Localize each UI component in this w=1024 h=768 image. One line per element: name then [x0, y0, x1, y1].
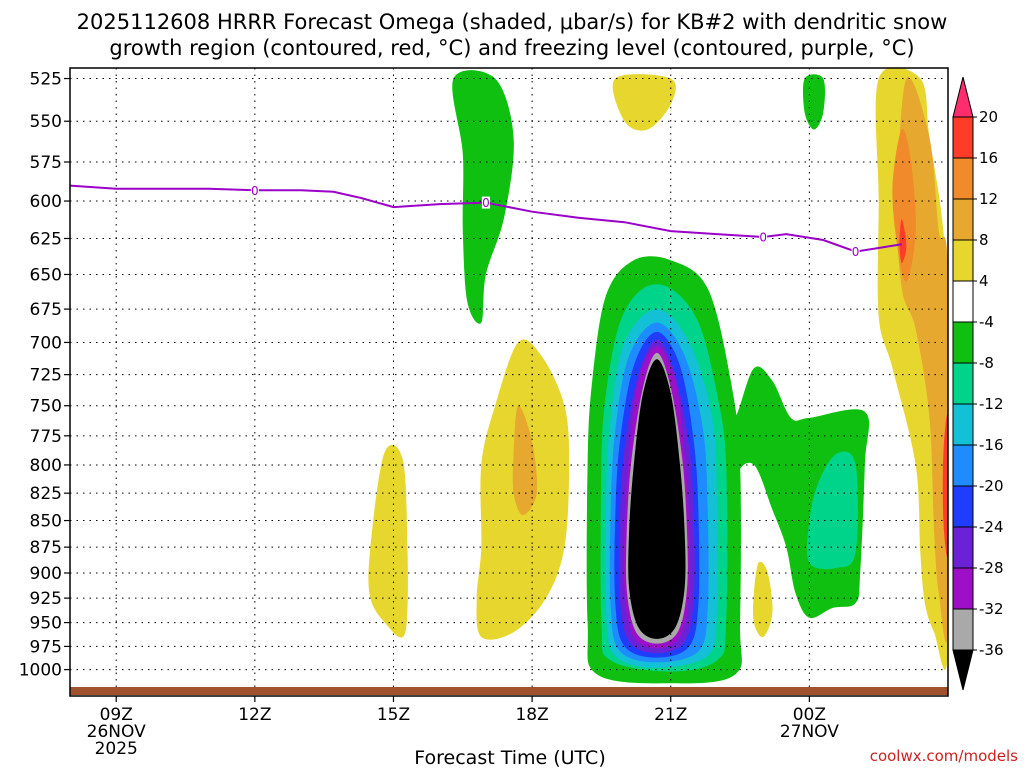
freezing-level-contour: 0 0 0 0 [70, 184, 902, 259]
colorbar-segment [952, 362, 974, 405]
x-tick-label: 15Z [377, 705, 410, 725]
x-tick-label: 2025 [95, 739, 138, 759]
colorbar-segment [952, 608, 974, 651]
colorbar-segment [952, 567, 974, 610]
colorbar-segment [952, 239, 974, 282]
y-tick-label: 850 [30, 512, 62, 532]
freezing-level-label: 0 [251, 184, 259, 198]
x-tick-label: 27NOV [780, 722, 839, 742]
x-tick-label: 26NOV [87, 722, 146, 742]
omega-region-subsidence-red-right [899, 219, 907, 264]
omega-shading [368, 68, 948, 684]
source-credit: coolwx.com/models [870, 747, 1018, 765]
colorbar-label: 20 [979, 108, 998, 126]
colorbar-segment [952, 116, 974, 159]
x-tick-label: 21Z [654, 705, 687, 725]
colorbar: 20 16 12 8 4 -4 -8 -12 -16 -20 -24 -28 -32 -36 [952, 76, 1004, 691]
colorbar-segment [952, 198, 974, 241]
colorbar-label: -36 [979, 641, 1004, 659]
x-tick-label: 09Z [100, 705, 133, 725]
colorbar-segment [952, 157, 974, 200]
colorbar-label: 8 [979, 231, 989, 249]
colorbar-top-arrow [952, 76, 974, 118]
colorbar-segment [952, 526, 974, 569]
y-tick-label: 675 [30, 300, 62, 320]
freezing-level-label: 0 [852, 245, 860, 259]
colorbar-label: -20 [979, 477, 1004, 495]
y-axis: 525 550 575 600 625 650 675 700 725 750 775 800 825 8… [19, 70, 70, 681]
colorbar-label: -16 [979, 436, 1004, 454]
omega-region-subsidence-red-right-low [942, 413, 948, 558]
y-tick-label: 975 [30, 637, 62, 657]
omega-region-ascent-teal-mid [806, 451, 858, 570]
omega-region-subsidence-yellow-1 [368, 444, 408, 638]
omega-region-subsidence-yellow-top [612, 74, 676, 131]
omega-region-subsidence-orange-2 [512, 405, 538, 516]
freezing-level-label-bg [759, 231, 768, 244]
y-tick-label: 800 [30, 456, 62, 476]
colorbar-segment [952, 444, 974, 487]
colorbar-segment [952, 321, 974, 364]
colorbar-label: 16 [979, 149, 998, 167]
x-axis-label: Forecast Time (UTC) [414, 747, 605, 768]
colorbar-label: -8 [979, 354, 994, 372]
freezing-level-label: 0 [482, 196, 490, 210]
x-tick-label: 00Z [793, 705, 826, 725]
x-tick-label: 18Z [515, 705, 548, 725]
y-tick-label: 525 [30, 70, 62, 90]
colorbar-segment [952, 280, 974, 323]
y-tick-label: 825 [30, 484, 62, 504]
omega-region-subsidence-darkorange-right [892, 128, 916, 282]
colorbar-segment [952, 485, 974, 528]
y-tick-label: 875 [30, 538, 62, 558]
freezing-level-label-bg [481, 196, 490, 209]
colorbar-bottom-arrow [952, 649, 974, 691]
x-tick-label: 12Z [238, 705, 271, 725]
y-tick-label: 550 [30, 112, 62, 132]
y-tick-label: 625 [30, 229, 62, 249]
y-tick-label: 725 [30, 366, 62, 386]
gridlines [70, 68, 948, 696]
y-tick-label: 700 [30, 333, 62, 353]
omega-region-subsidence-yellow-small [753, 561, 773, 638]
chart-title-line2: growth region (contoured, red, °C) and f… [109, 36, 914, 60]
colorbar-segment [952, 403, 974, 446]
y-tick-label: 1000 [19, 661, 62, 681]
chart-title-line1: 2025112608 HRRR Forecast Omega (shaded, … [77, 10, 948, 34]
freezing-level-line [70, 184, 902, 253]
colorbar-label: 12 [979, 190, 998, 208]
ground-band [70, 687, 948, 695]
freezing-level-label-bg [250, 184, 259, 197]
y-tick-label: 950 [30, 614, 62, 634]
freezing-level-label: 0 [759, 231, 767, 245]
colorbar-label: -12 [979, 395, 1004, 413]
colorbar-label: -24 [979, 518, 1004, 536]
y-tick-label: 650 [30, 265, 62, 285]
colorbar-label: -4 [979, 313, 994, 331]
y-tick-label: 575 [30, 153, 62, 173]
colorbar-label: 4 [979, 272, 989, 290]
plot-frame [69, 67, 949, 697]
y-tick-label: 925 [30, 589, 62, 609]
y-tick-label: 775 [30, 427, 62, 447]
freezing-level-label-bg [851, 245, 860, 258]
colorbar-label: -28 [979, 559, 1004, 577]
colorbar-label: -32 [979, 600, 1004, 618]
y-tick-label: 600 [30, 192, 62, 212]
omega-region-ascent-green-small [802, 74, 826, 130]
y-tick-label: 900 [30, 564, 62, 584]
y-tick-label: 750 [30, 397, 62, 417]
